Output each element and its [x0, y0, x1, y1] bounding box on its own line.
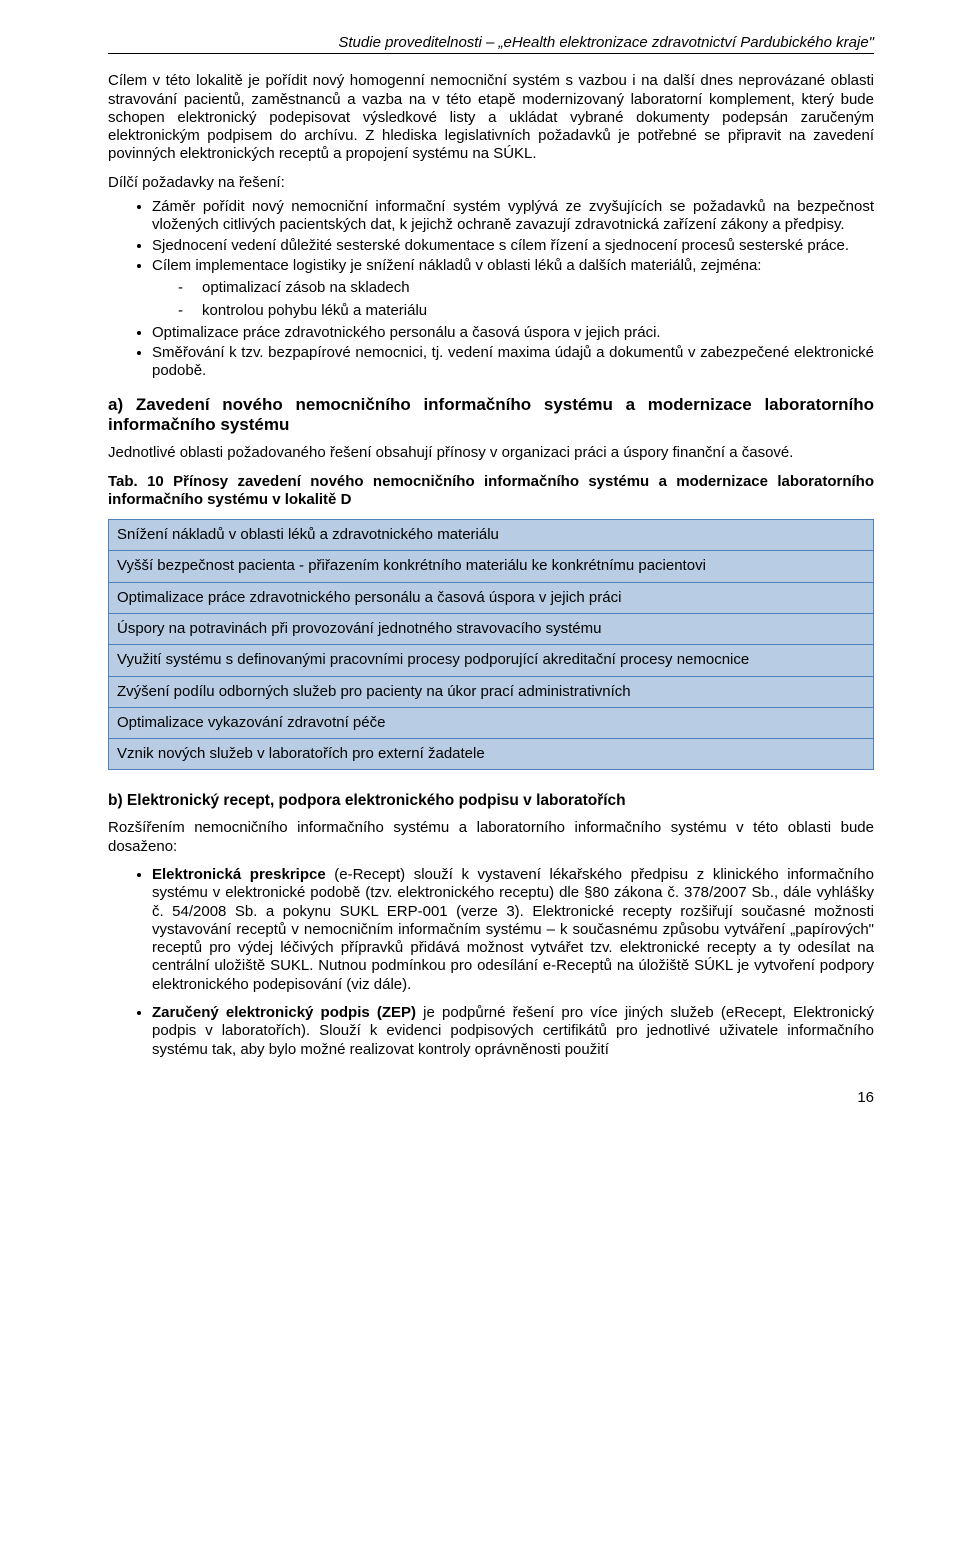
table-row: Vyšší bezpečnost pacienta - přiřazením k…	[109, 551, 874, 582]
section-b-title: b) Elektronický recept, podpora elektron…	[108, 792, 874, 811]
sub-list-item: optimalizací zásob na skladech	[178, 279, 874, 297]
table-row: Úspory na potravinách při provozování je…	[109, 614, 874, 645]
table-row: Optimalizace práce zdravotnického person…	[109, 582, 874, 613]
requirements-list: Záměr pořídit nový nemocniční informační…	[108, 198, 874, 381]
table-row: Vznik nových služeb v laboratořích pro e…	[109, 739, 874, 770]
bold-term: Elektronická preskripce	[152, 866, 326, 883]
bold-term: Zaručený elektronický podpis (ZEP)	[152, 1004, 416, 1021]
table-row: Využití systému s definovanými pracovním…	[109, 645, 874, 676]
list-item: Sjednocení vedení důležité sesterské dok…	[152, 237, 874, 255]
table-caption: Tab. 10 Přínosy zavedení nového nemocnič…	[108, 473, 874, 510]
page-number: 16	[108, 1089, 874, 1107]
section-a-paragraph: Jednotlivé oblasti požadovaného řešení o…	[108, 444, 874, 462]
page-header: Studie proveditelnosti – „eHealth elektr…	[108, 34, 874, 54]
table-row: Optimalizace vykazování zdravotní péče	[109, 707, 874, 738]
list-item-text: (e-Recept) slouží k vystavení lékařského…	[152, 866, 874, 993]
list-item: Směřování k tzv. bezpapírové nemocnici, …	[152, 344, 874, 381]
intro-paragraph: Cílem v této lokalitě je pořídit nový ho…	[108, 72, 874, 163]
table-row: Snížení nákladů v oblasti léků a zdravot…	[109, 520, 874, 551]
sub-requirements-heading: Dílčí požadavky na řešení:	[108, 174, 874, 192]
list-item: Optimalizace práce zdravotnického person…	[152, 324, 874, 342]
benefits-table: Snížení nákladů v oblasti léků a zdravot…	[108, 519, 874, 770]
list-item: Zaručený elektronický podpis (ZEP) je po…	[152, 1004, 874, 1059]
section-b-list: Elektronická preskripce (e-Recept) slouž…	[108, 866, 874, 1059]
list-item: Cílem implementace logistiky je snížení …	[152, 257, 874, 320]
sub-list-item: kontrolou pohybu léků a materiálu	[178, 302, 874, 320]
document-page: Studie proveditelnosti – „eHealth elektr…	[0, 0, 960, 1157]
table-row: Zvýšení podílu odborných služeb pro paci…	[109, 676, 874, 707]
section-b-paragraph: Rozšířením nemocničního informačního sys…	[108, 819, 874, 856]
list-item: Záměr pořídit nový nemocniční informační…	[152, 198, 874, 235]
section-a-title: a) Zavedení nového nemocničního informač…	[108, 395, 874, 436]
sub-list: optimalizací zásob na skladech kontrolou…	[152, 279, 874, 320]
list-item: Elektronická preskripce (e-Recept) slouž…	[152, 866, 874, 994]
list-item-text: Cílem implementace logistiky je snížení …	[152, 257, 761, 274]
